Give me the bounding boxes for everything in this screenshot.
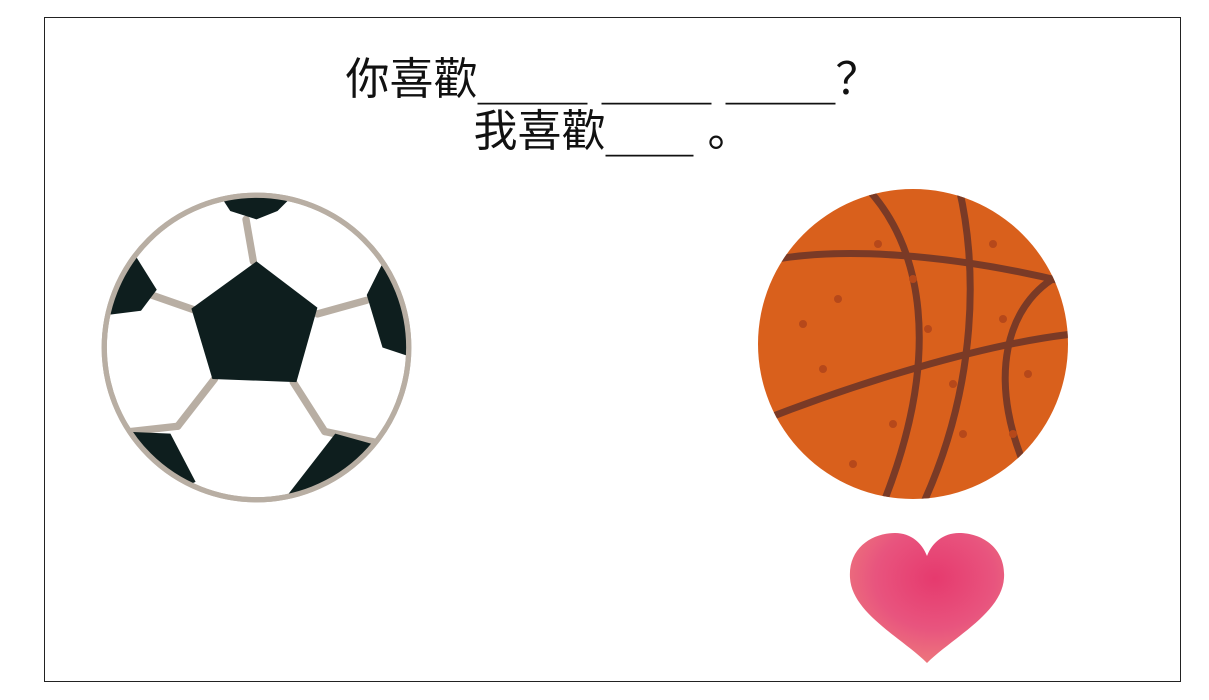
heart-image <box>849 533 1005 663</box>
soccer-ball-image <box>101 192 412 503</box>
prompt-text: 你喜歡_____ _____ _____？ 我喜歡____ 。 <box>45 54 1180 158</box>
slide-canvas: 你喜歡_____ _____ _____？ 我喜歡____ 。 <box>44 17 1181 682</box>
basketball-image <box>758 189 1068 499</box>
question-line: 你喜歡_____ _____ _____？ <box>345 54 880 105</box>
answer-line: 我喜歡____ 。 <box>473 106 752 157</box>
